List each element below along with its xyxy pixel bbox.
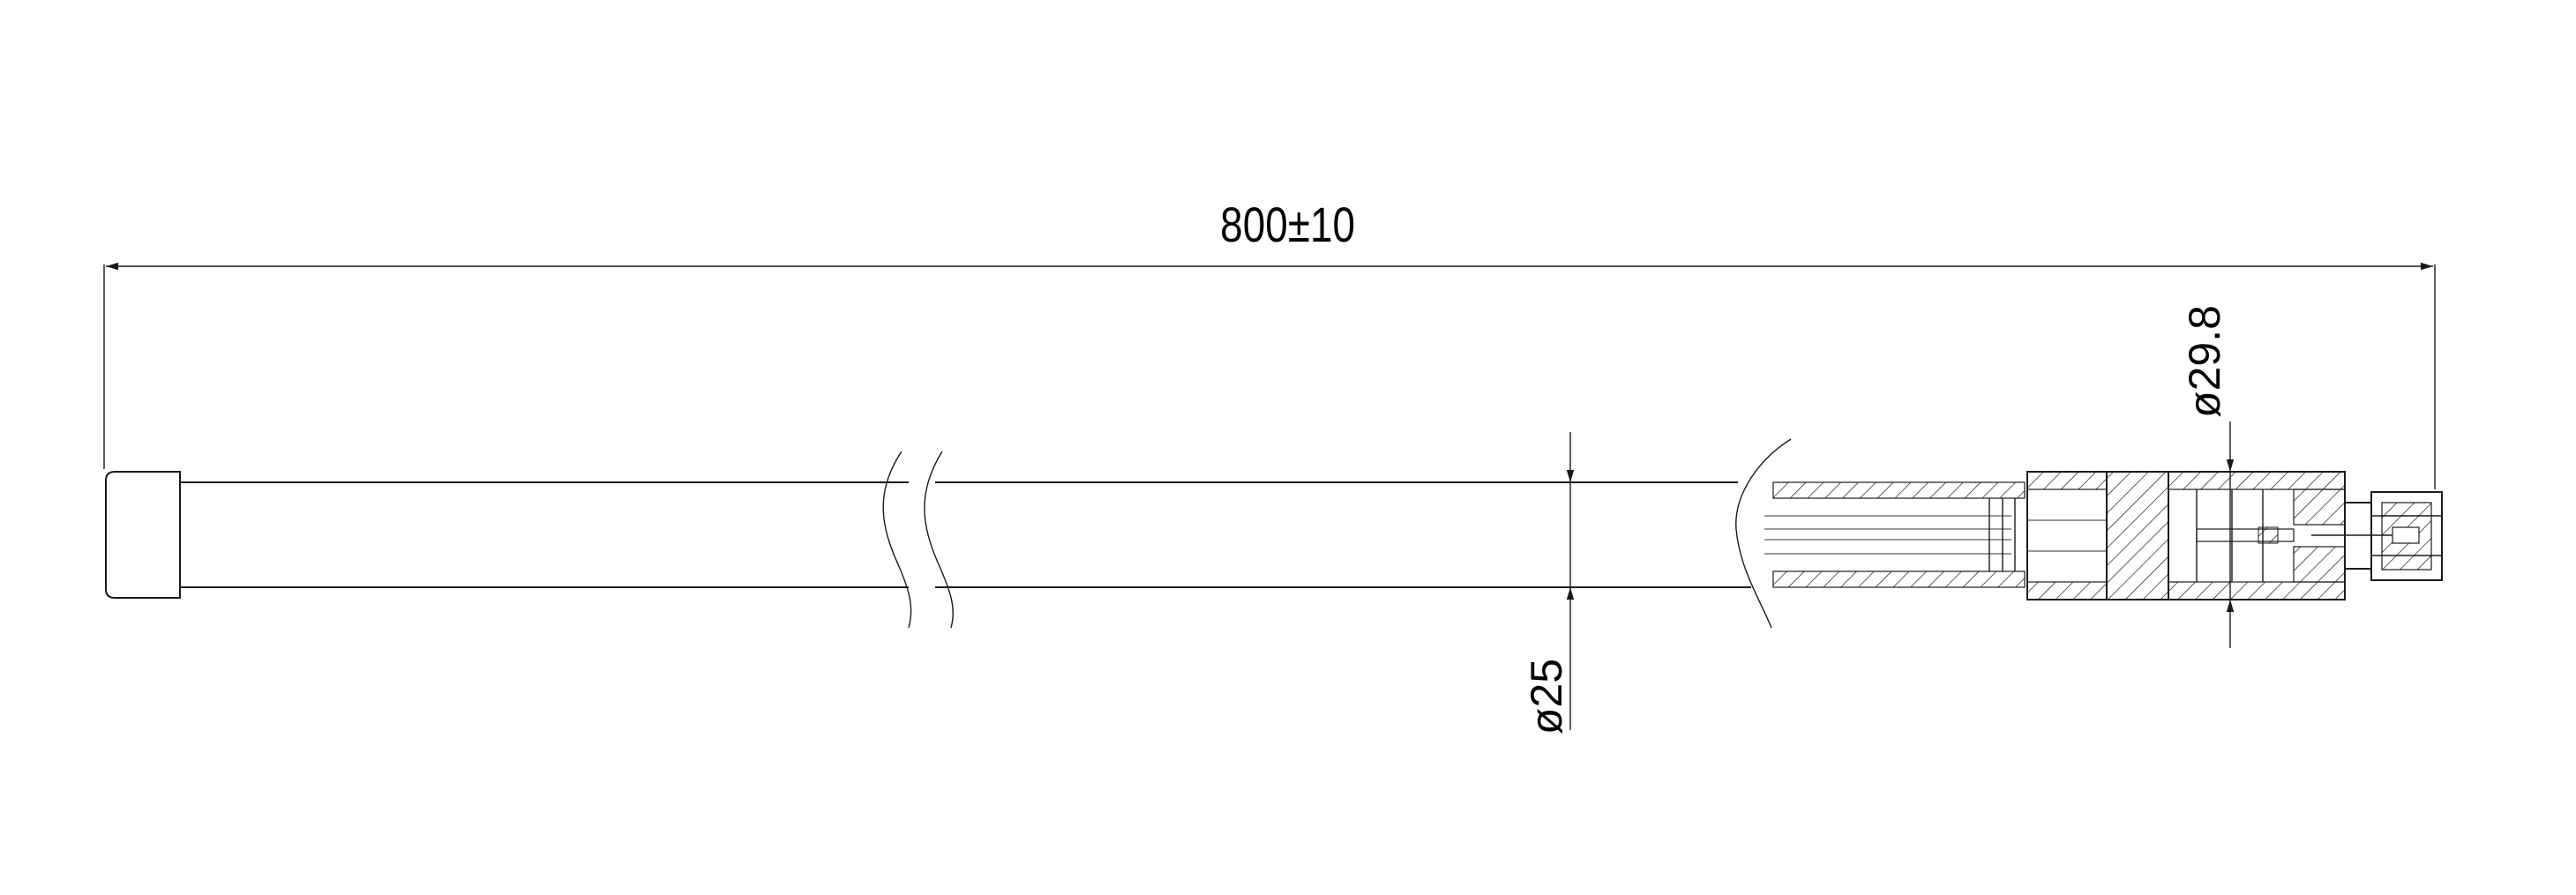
- n-connector: [2311, 491, 2443, 581]
- antenna-tip-cap: [105, 471, 181, 599]
- base-diameter-label: ø29.8: [2180, 305, 2229, 418]
- base-housing: [2026, 471, 2346, 600]
- base-diameter-dimension: ø29.8: [2180, 305, 2235, 648]
- radome-tube: [180, 481, 1751, 588]
- tube-diameter-label: ø25: [1522, 659, 1571, 735]
- tube-diameter-dimension: ø25: [1522, 432, 1575, 735]
- overall-length-dimension: 800±10: [103, 198, 2436, 489]
- break-lines: [882, 438, 1792, 629]
- inner-section: [1764, 481, 2026, 588]
- length-dimension-label: 800±10: [1220, 198, 1355, 252]
